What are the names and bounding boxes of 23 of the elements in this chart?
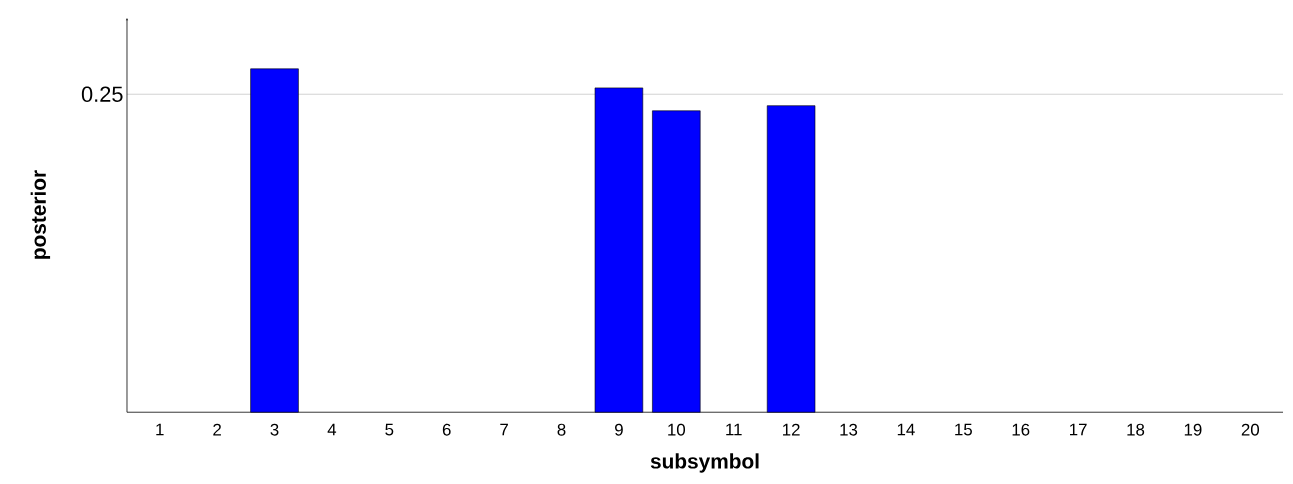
y-axis-title: posterior [30, 170, 51, 259]
y-tick-label: 0.25 [81, 86, 123, 102]
x-tick-label: 5 [385, 423, 394, 436]
x-tick-label: 12 [783, 423, 800, 436]
x-tick-label: 16 [1012, 423, 1030, 436]
x-tick-label: 1 [156, 423, 164, 436]
x-axis-title: subsymbol [650, 453, 759, 473]
x-tick-label: 19 [1184, 423, 1202, 436]
x-tick-label: 13 [840, 423, 858, 436]
x-tick-label: 15 [955, 423, 972, 436]
x-tick-label: 17 [1070, 423, 1087, 436]
x-tick-label: 14 [897, 423, 915, 436]
x-tick-label: 18 [1127, 423, 1145, 436]
x-tick-label: 7 [500, 423, 508, 436]
x-tick-label: 10 [668, 423, 686, 436]
x-tick-label: 3 [270, 423, 279, 436]
x-tick-label: 8 [557, 423, 566, 436]
x-tick-label: 6 [442, 423, 451, 436]
x-tick-label: 9 [615, 423, 623, 436]
x-tick-label: 11 [726, 423, 742, 436]
x-tick-label: 4 [327, 423, 337, 436]
x-tick-label: 20 [1241, 423, 1260, 436]
x-tick-label: 2 [213, 423, 221, 436]
